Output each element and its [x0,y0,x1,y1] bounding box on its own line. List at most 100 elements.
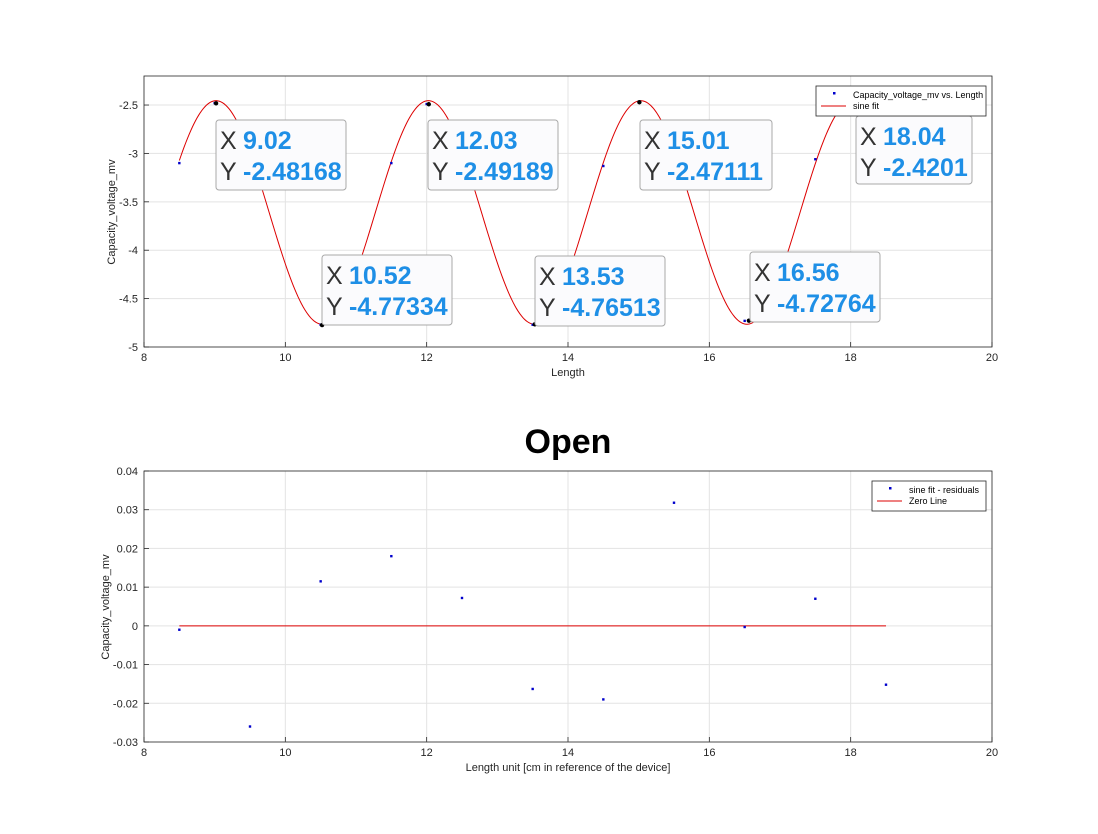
datatip-anchor-point [426,102,431,107]
datatip-anchor-point [637,100,642,105]
datatip-y-key: Y [754,290,771,318]
residual-point [319,580,322,583]
data-point [390,161,393,165]
datatip-x-value: 13.53 [562,263,625,291]
datatip-y-value: -4.77334 [349,293,448,321]
bottom-y-axis-label: Capacity_voltage_mv [100,554,112,660]
top-x-axis-label: Length [551,367,585,379]
bottom-x-tick-label: 16 [703,747,715,759]
datatip-y-key: Y [432,158,449,186]
residual-point [460,596,464,600]
datatip-x-value: 18.04 [883,123,946,151]
datatip-y-value: -2.49189 [455,158,554,186]
top-axes-frame [143,75,993,348]
top-chart: Length Capacity_voltage_mv 8 10 12 14 16 18 20… [106,75,998,379]
datatip-y-value: -2.47111 [667,158,763,186]
residual-point [602,698,605,701]
bottom-y-tick-label: 0.01 [117,582,138,594]
residual-point [743,625,746,629]
top-y-tick-label: -5 [128,342,138,354]
datatip-anchor-point [213,101,219,106]
residual-point [814,597,817,600]
bottom-legend-label: Zero Line [909,496,947,506]
datatip-x-value: 15.01 [667,127,730,155]
top-legend-box [815,85,987,117]
top-y-tick-label: -3 [128,148,138,160]
top-legend-marker [833,92,836,95]
bottom-x-tick-label: 8 [141,747,147,759]
bottom-x-tick-label: 12 [421,747,433,759]
datatip-y-key: Y [860,154,877,182]
datatip-y-value: -4.72764 [777,290,876,318]
top-legend-label: Capacity_voltage_mv vs. Length [853,90,983,100]
top-x-tick-label: 8 [141,352,147,364]
datatip-y-value: -2.48168 [243,158,342,186]
datatip-box[interactable] [215,119,347,191]
datatip-box[interactable] [321,254,453,326]
data-point [743,319,746,323]
datatip-x-key: X [432,127,449,155]
bottom-x-axis-label: Length unit [cm in reference of the devi… [466,762,671,774]
datatip-x-value: 9.02 [243,127,292,155]
top-y-tick-label: -4.5 [119,294,138,306]
residual-point [178,628,181,631]
bottom-x-tick-label: 10 [279,747,291,759]
residual-point [672,501,676,504]
bottom-chart: Open Length unit [cm in reference of the… [100,423,998,774]
bottom-y-tick-label: -0.02 [113,698,138,710]
top-y-tick-label: -3.5 [119,197,138,209]
datatip-x-key: X [326,262,343,290]
datatip-y-key: Y [220,158,237,186]
bottom-y-tick-label: -0.03 [113,737,138,749]
bottom-y-tick-label: 0 [132,621,138,633]
datatip-x-key: X [860,123,877,151]
residual-point [248,725,252,728]
bottom-y-tick-label: -0.01 [113,660,138,672]
datatip-x-value: 16.56 [777,259,840,287]
top-y-axis-label: Capacity_voltage_mv [106,159,118,265]
datatip-x-key: X [539,263,556,291]
residual-point [390,554,393,558]
bottom-x-tick-label: 18 [845,747,857,759]
datatip-box[interactable] [534,255,666,327]
bottom-y-tick-label: 0.04 [117,466,138,478]
datatip-x-key: X [220,127,237,155]
top-y-tick-label: -4 [128,245,138,257]
bottom-y-tick-label: 0.02 [117,543,138,555]
datatip-x-key: X [754,259,771,287]
datatip-y-key: Y [539,294,556,322]
top-x-tick-label: 12 [421,352,433,364]
bottom-axes-frame [143,470,993,743]
residual-point [884,683,888,686]
top-x-tick-label: 18 [845,352,857,364]
datatip-box[interactable] [749,251,881,323]
bottom-chart-title: Open [525,423,612,461]
data-point [814,158,817,161]
datatip-y-value: -2.4201 [883,154,968,182]
datatip-x-value: 12.03 [455,127,518,155]
datatip-y-key: Y [644,158,661,186]
top-x-tick-label: 10 [279,352,291,364]
bottom-legend-box [871,480,987,512]
residual-point [531,687,534,691]
bottom-x-tick-label: 14 [562,747,574,759]
top-x-tick-label: 14 [562,352,574,364]
datatip-y-key: Y [326,293,343,321]
datatip-y-value: -4.76513 [562,294,661,322]
data-point [602,164,605,168]
data-point [178,161,181,165]
datatip-x-key: X [644,127,661,155]
top-x-tick-label: 16 [703,352,715,364]
bottom-legend-marker [889,487,892,490]
datatip-box[interactable] [427,119,559,191]
datatip-box[interactable] [639,119,773,191]
top-x-tick-label: 20 [986,352,998,364]
sine-fit-line [178,100,854,325]
bottom-y-tick-label: 0.03 [117,505,138,517]
top-legend-label: sine fit [853,101,880,111]
bottom-x-tick-label: 20 [986,747,998,759]
datatip-x-value: 10.52 [349,262,412,290]
top-y-tick-label: -2.5 [119,100,138,112]
bottom-legend-label: sine fit - residuals [909,485,980,495]
